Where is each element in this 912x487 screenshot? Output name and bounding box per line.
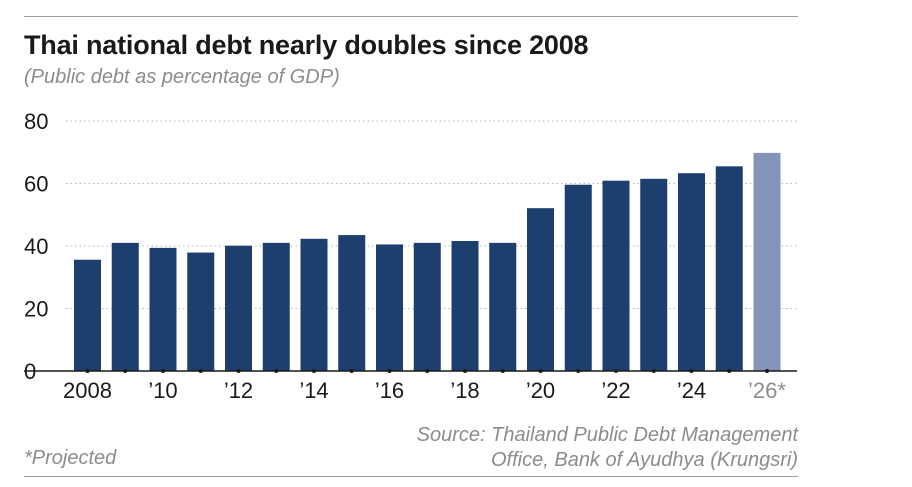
x-tick-label: ’12 — [224, 378, 253, 403]
x-tick-mark — [689, 369, 694, 373]
bar-2020 — [527, 208, 554, 371]
x-tick-mark — [614, 369, 618, 373]
x-tick-label: ’20 — [526, 378, 555, 403]
bar-2008 — [74, 259, 101, 371]
projected-footnote: *Projected — [24, 447, 117, 469]
bar-2016 — [376, 244, 403, 371]
x-tick-mark — [463, 369, 467, 373]
bar-2014 — [300, 238, 328, 371]
y-tick-label: 20 — [24, 297, 48, 322]
x-tick-label: 2008 — [63, 378, 112, 403]
x-tick-mark — [85, 369, 90, 373]
bar-2009 — [111, 242, 139, 371]
x-tick-mark — [425, 369, 430, 373]
top-rule — [24, 16, 798, 17]
x-tick-mark — [576, 369, 581, 373]
x-tick-mark — [312, 369, 316, 373]
x-tick-label: ’14 — [299, 378, 328, 403]
x-tick-mark — [349, 369, 354, 373]
bar-2019 — [489, 242, 517, 371]
x-tick-mark — [500, 369, 505, 373]
bar-2021 — [564, 184, 592, 371]
x-tick-label: ’16 — [375, 378, 404, 403]
x-tick-mark — [387, 369, 392, 373]
bottom-rule — [24, 476, 798, 477]
y-tick-label: 60 — [24, 172, 48, 197]
x-tick-mark — [538, 369, 543, 373]
bar-2017 — [413, 242, 441, 371]
x-tick-mark — [236, 369, 241, 373]
x-tick-label: ’18 — [450, 378, 479, 403]
source-line-2: Office, Bank of Ayudhya (Krungsri) — [491, 449, 798, 471]
x-tick-label: ’26* — [748, 378, 786, 403]
source-note: Source: Thailand Public Debt Management … — [417, 423, 798, 473]
bar-2018 — [451, 241, 479, 371]
source-line-1: Source: Thailand Public Debt Management — [416, 424, 798, 446]
chart-title: Thai national debt nearly doubles since … — [24, 30, 589, 60]
x-tick-mark — [765, 369, 769, 373]
x-tick-mark — [161, 369, 165, 373]
y-tick-label: 40 — [24, 234, 48, 259]
x-tick-label: ’24 — [677, 378, 706, 403]
bar-2011 — [187, 252, 215, 371]
bar-2022 — [602, 180, 630, 371]
bar-2015 — [338, 235, 366, 371]
bar-2013 — [262, 242, 290, 371]
x-tick-mark — [123, 369, 128, 373]
chart-subtitle: (Public debt as percentage of GDP) — [24, 66, 340, 88]
x-tick-label: ’10 — [148, 378, 177, 403]
x-tick-label: ’22 — [601, 378, 630, 403]
bar-2024 — [678, 173, 705, 371]
x-tick-mark — [727, 369, 732, 373]
bar-2010 — [149, 247, 177, 371]
bar-2023 — [640, 178, 668, 371]
x-axis-ticks: 2008 ’10 ’12 ’14 ’16 ’18 ’20 ’22 ’24 ’26* — [63, 369, 786, 403]
bar-2025 — [715, 166, 743, 371]
bar-2026 — [753, 152, 781, 371]
y-tick-label: 80 — [24, 109, 48, 134]
x-tick-mark — [651, 369, 656, 373]
x-tick-mark — [198, 369, 203, 373]
bar-2012 — [225, 245, 252, 371]
bars — [74, 152, 781, 371]
x-tick-mark — [274, 369, 279, 373]
